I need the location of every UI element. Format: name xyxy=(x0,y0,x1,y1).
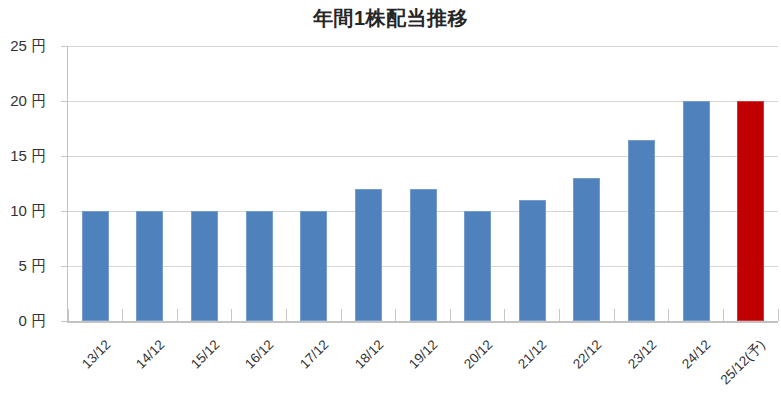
category-tick xyxy=(395,309,396,321)
category-tick xyxy=(341,309,342,321)
category-tick xyxy=(778,309,779,321)
category-tick xyxy=(723,309,724,321)
x-axis-label: 21/12 xyxy=(515,337,550,372)
bar-18/12 xyxy=(355,189,382,321)
category-tick xyxy=(177,309,178,321)
category-tick xyxy=(286,309,287,321)
x-axis-label: 25/12(予) xyxy=(718,337,768,387)
x-axis-label: 23/12 xyxy=(625,337,660,372)
x-axis-label: 19/12 xyxy=(406,337,441,372)
bar-24/12 xyxy=(683,101,710,321)
y-axis-label: 0 円 xyxy=(0,312,46,330)
x-axis-label: 18/12 xyxy=(351,337,386,372)
bar-23/12 xyxy=(628,140,655,322)
category-tick xyxy=(231,309,232,321)
category-tick xyxy=(450,309,451,321)
bar-22/12 xyxy=(573,178,600,321)
x-axis-label: 13/12 xyxy=(78,337,113,372)
x-axis-label: 17/12 xyxy=(297,337,332,372)
y-axis-label: 10 円 xyxy=(0,202,46,220)
x-axis-label: 24/12 xyxy=(679,337,714,372)
bar-17/12 xyxy=(300,211,327,321)
dividend-bar-chart: 年間1株配当推移 0 円 5 円 10 円 15 円 20 円 25 円 13/12 14/1… xyxy=(0,0,781,411)
category-tick xyxy=(668,309,669,321)
gridline xyxy=(68,156,778,157)
gridline xyxy=(68,101,778,102)
bar-14/12 xyxy=(136,211,163,321)
x-axis-label: 16/12 xyxy=(242,337,277,372)
bar-13/12 xyxy=(82,211,109,321)
bar-19/12 xyxy=(410,189,437,321)
x-axis-label: 22/12 xyxy=(570,337,605,372)
y-axis-label: 20 円 xyxy=(0,92,46,110)
y-axis-line xyxy=(67,46,68,321)
category-tick xyxy=(504,309,505,321)
bar-15/12 xyxy=(191,211,218,321)
bar-25/12(予) xyxy=(737,101,764,321)
gridline xyxy=(68,46,778,47)
y-axis-label: 15 円 xyxy=(0,147,46,165)
bar-20/12 xyxy=(464,211,491,321)
category-tick xyxy=(559,309,560,321)
x-axis-label: 20/12 xyxy=(461,337,496,372)
chart-title: 年間1株配当推移 xyxy=(0,5,781,32)
y-axis-label: 5 円 xyxy=(0,257,46,275)
bar-21/12 xyxy=(519,200,546,321)
x-axis-label: 14/12 xyxy=(133,337,168,372)
category-tick xyxy=(122,309,123,321)
x-axis-label: 15/12 xyxy=(188,337,223,372)
category-tick xyxy=(614,309,615,321)
y-axis-label: 25 円 xyxy=(0,37,46,55)
bar-16/12 xyxy=(246,211,273,321)
